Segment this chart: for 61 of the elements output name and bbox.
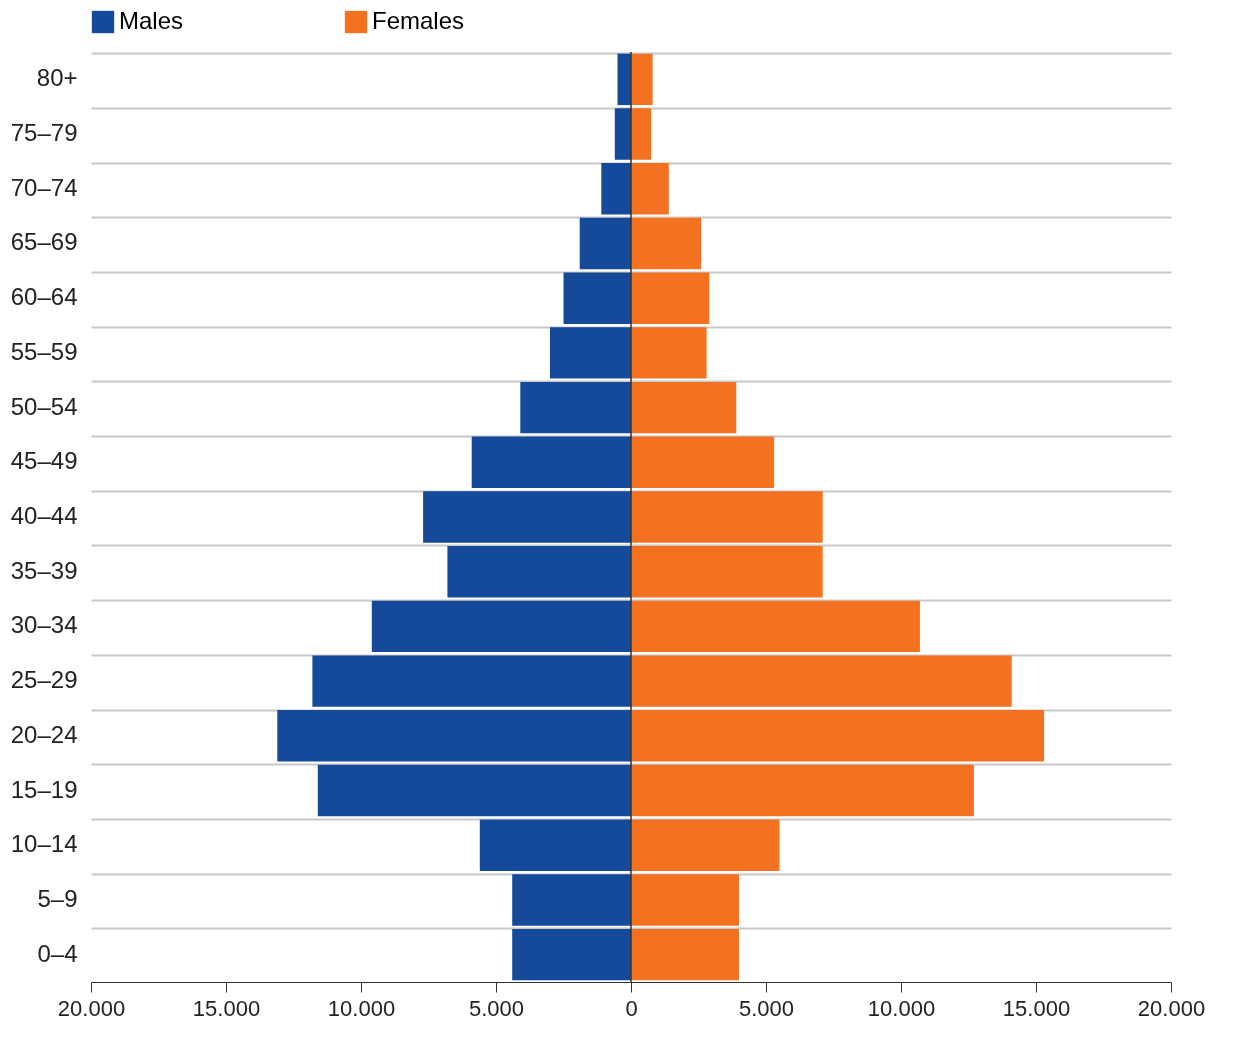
y-tick-label: 0–4 [37, 939, 78, 967]
bar [631, 928, 739, 981]
bar [423, 491, 631, 543]
x-tick-label: 0 [625, 995, 638, 1021]
bar [601, 163, 631, 215]
bar [512, 874, 631, 926]
y-tick-label: 55–59 [10, 337, 78, 365]
bar [631, 436, 775, 489]
x-tick-label: 15.000 [1002, 995, 1071, 1021]
legend-label: Females [372, 7, 465, 34]
y-tick-label: 15–19 [10, 775, 78, 803]
x-tick-label: 15.000 [192, 995, 261, 1021]
bar [631, 272, 710, 324]
bar [371, 600, 631, 653]
bar [312, 655, 631, 707]
y-tick-label: 80+ [36, 64, 78, 92]
bar [614, 108, 631, 160]
bar [471, 436, 631, 489]
y-tick-label: 60–64 [10, 283, 78, 311]
bar [631, 163, 669, 215]
bar [563, 272, 631, 324]
y-tick-label: 35–39 [10, 556, 78, 584]
bar [631, 327, 707, 379]
x-tick-label: 20.000 [57, 995, 126, 1021]
x-tick-label: 5.000 [468, 995, 525, 1021]
y-tick-label: 10–14 [10, 830, 78, 858]
y-tick-label: 5–9 [37, 884, 78, 912]
bar [631, 874, 739, 926]
y-tick-label: 50–54 [10, 392, 78, 420]
bar [631, 108, 652, 160]
y-tick-label: 45–49 [10, 447, 78, 475]
legend-label: Males [119, 7, 184, 34]
bar [317, 764, 631, 817]
y-tick-label: 20–24 [10, 720, 78, 748]
bar [447, 545, 631, 598]
y-tick-label: 25–29 [10, 666, 78, 694]
bar [631, 53, 653, 106]
bar [479, 819, 631, 871]
x-tick-label: 5.000 [738, 995, 795, 1021]
bar [277, 710, 631, 762]
y-tick-label: 70–74 [10, 173, 78, 201]
bar [631, 545, 823, 598]
bar [631, 655, 1012, 707]
bar [631, 381, 737, 434]
bar [631, 217, 702, 270]
bar [520, 381, 631, 434]
y-tick-label: 65–69 [10, 228, 78, 256]
bar [631, 764, 974, 817]
x-tick-label: 10.000 [867, 995, 936, 1021]
y-tick-label: 40–44 [10, 502, 78, 529]
bar [631, 710, 1045, 762]
bar [512, 928, 631, 981]
y-tick-label: 30–34 [10, 611, 78, 639]
x-tick-label: 10.000 [327, 995, 396, 1021]
x-tick-label: 20.000 [1137, 995, 1206, 1021]
bar [631, 491, 823, 543]
y-tick-label: 75–79 [10, 119, 78, 147]
bar [631, 819, 780, 871]
bar [550, 327, 631, 379]
bar [579, 217, 631, 270]
bar [631, 600, 920, 653]
